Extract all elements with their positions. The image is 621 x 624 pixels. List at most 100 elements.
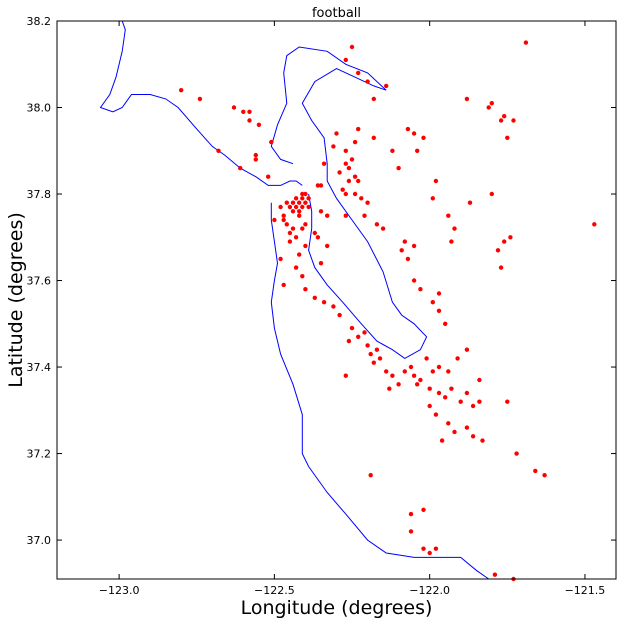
data-point: [356, 126, 361, 132]
data-point: [278, 204, 283, 210]
data-point: [452, 429, 457, 435]
data-point: [321, 161, 327, 166]
data-point: [443, 321, 448, 326]
data-point: [356, 70, 361, 76]
data-point: [390, 148, 395, 153]
data-point: [408, 364, 414, 370]
data-point: [368, 473, 373, 478]
data-point: [300, 196, 305, 201]
data-point: [231, 105, 237, 110]
data-point: [427, 550, 432, 556]
x-tick-label: −121.5: [565, 584, 606, 597]
data-point: [343, 57, 348, 63]
data-point: [349, 44, 355, 50]
data-point: [449, 239, 454, 244]
data-point: [290, 226, 296, 231]
data-point: [290, 209, 296, 214]
data-point: [241, 109, 246, 115]
data-point: [498, 118, 504, 123]
y-tick-label: 38.2: [27, 15, 52, 28]
data-point: [281, 217, 286, 223]
data-point: [421, 546, 426, 551]
data-point: [343, 191, 348, 197]
data-point: [346, 165, 352, 171]
y-tick-label: 38.0: [27, 102, 52, 115]
data-point: [343, 213, 348, 218]
data-point: [272, 217, 277, 223]
data-point: [321, 300, 327, 305]
data-point: [502, 114, 507, 119]
y-tick-label: 37.4: [27, 361, 52, 374]
data-point: [464, 347, 470, 352]
data-point: [300, 204, 305, 210]
x-axis-label: Longitude (degrees): [241, 597, 433, 619]
data-point: [284, 222, 289, 227]
data-point: [343, 161, 348, 166]
x-tick-label: −122.0: [409, 584, 450, 597]
data-point: [430, 300, 435, 305]
data-point: [266, 174, 271, 179]
data-point: [411, 373, 417, 378]
data-point: [495, 248, 501, 253]
data-point: [424, 356, 429, 361]
data-point: [325, 213, 330, 218]
data-point: [427, 386, 432, 391]
chart-title: football: [312, 6, 361, 21]
data-point: [377, 356, 383, 361]
data-point: [287, 204, 293, 210]
data-point: [508, 235, 513, 240]
data-point: [446, 421, 451, 426]
data-point: [331, 304, 336, 309]
data-point: [396, 165, 401, 171]
data-point: [446, 213, 451, 218]
data-point: [405, 256, 411, 262]
y-tick-label: 37.8: [27, 188, 52, 201]
data-point: [297, 213, 302, 218]
data-point: [303, 243, 308, 249]
coastline-segment: [270, 202, 489, 580]
data-point: [371, 135, 376, 140]
data-point: [340, 187, 345, 192]
data-point: [380, 226, 386, 231]
data-point: [477, 377, 482, 383]
data-point: [352, 191, 358, 197]
data-point: [179, 88, 184, 93]
data-point: [486, 105, 491, 110]
data-point: [300, 226, 305, 231]
data-point: [349, 325, 355, 331]
data-point: [511, 118, 516, 123]
data-point: [269, 139, 274, 145]
data-point: [480, 438, 485, 443]
data-point: [337, 170, 342, 175]
data-point: [436, 364, 442, 370]
data-point: [197, 96, 203, 102]
data-point: [489, 101, 494, 106]
data-point: [402, 369, 407, 374]
data-point: [399, 248, 404, 253]
data-point: [352, 139, 358, 145]
data-point: [421, 507, 426, 512]
data-point: [281, 282, 286, 288]
data-point: [300, 191, 305, 197]
data-point: [297, 200, 302, 205]
data-point: [411, 243, 417, 249]
data-point: [362, 330, 367, 335]
data-point: [284, 200, 289, 205]
data-point: [253, 152, 258, 158]
data-point: [318, 209, 324, 214]
data-point: [287, 239, 293, 244]
data-point: [439, 438, 445, 443]
data-point: [306, 196, 311, 201]
data-point: [365, 200, 370, 205]
data-point: [489, 191, 494, 197]
data-point: [433, 412, 439, 417]
data-point: [452, 226, 457, 231]
data-point: [312, 230, 317, 236]
data-point: [470, 403, 476, 409]
data-point: [505, 135, 510, 140]
x-tick-label: −123.0: [99, 584, 140, 597]
data-point: [436, 291, 442, 296]
data-point: [216, 148, 221, 153]
data-point: [402, 239, 407, 244]
